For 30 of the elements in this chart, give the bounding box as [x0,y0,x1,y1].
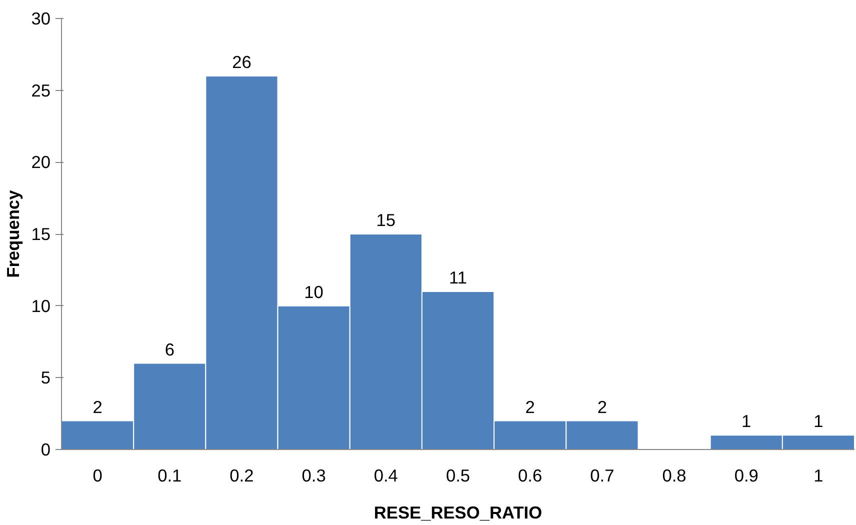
y-tick-label: 30 [31,8,51,28]
data-label: 1 [814,411,824,432]
y-tick-label: 20 [31,152,51,172]
x-tick-label: 0.6 [518,466,542,486]
x-tick-label: 0.7 [590,466,614,486]
x-tick-label: 0.4 [374,466,398,486]
x-tick-label: 0.2 [230,466,254,486]
data-label: 2 [525,396,535,417]
data-label: 2 [92,396,102,417]
data-label: 2 [597,396,608,417]
x-tick-label: 0 [92,466,102,486]
data-label: 1 [742,411,752,432]
data-label: 15 [376,210,396,230]
x-tick-label: 0.3 [302,466,326,486]
data-label: 11 [449,267,468,288]
x-tick-label: 1 [814,466,824,486]
y-tick-label: 10 [31,296,51,316]
x-tick-label: 0.8 [662,466,686,486]
y-tick-label: 25 [31,80,51,100]
data-label: 26 [232,52,252,72]
y-tick-label: 5 [40,368,51,388]
x-tick-label: 0.9 [734,466,758,486]
y-axis-title: Frequency [3,190,24,278]
y-tick-label: 0 [40,440,51,460]
data-label: 6 [164,339,174,360]
data-label: 10 [304,282,324,302]
y-tick-label: 15 [31,224,51,244]
x-tick-label: 0.1 [158,466,182,486]
x-axis-title: RESE_RESO_RATIO [374,502,542,522]
x-tick-label: 0.5 [446,466,470,486]
